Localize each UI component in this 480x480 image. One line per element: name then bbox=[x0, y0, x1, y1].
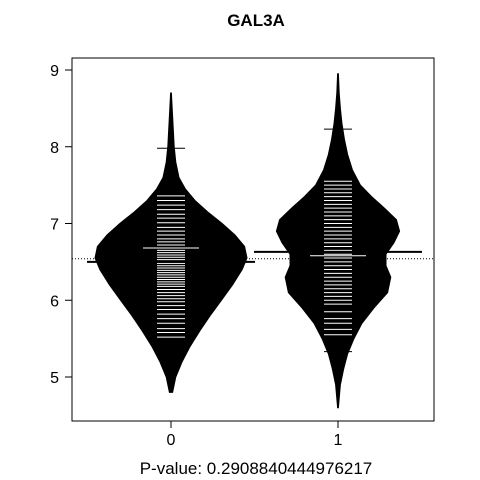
bean-density-0 bbox=[95, 93, 247, 392]
beans-layer bbox=[72, 74, 434, 408]
bean-group-1 bbox=[254, 74, 422, 408]
bean-group-0 bbox=[87, 93, 255, 392]
y-tick-label: 8 bbox=[50, 140, 59, 157]
y-tick-label: 9 bbox=[50, 63, 59, 80]
y-tick-label: 5 bbox=[50, 370, 59, 387]
chart-title: GAL3A bbox=[227, 11, 285, 30]
x-tick-label: 0 bbox=[167, 432, 176, 449]
x-axis-label: P-value: 0.290884044497621​7 bbox=[140, 459, 373, 478]
x-tick-label: 1 bbox=[334, 432, 343, 449]
bean-density-1 bbox=[276, 74, 399, 408]
y-axis: 5 6 7 8 9 bbox=[50, 63, 72, 387]
y-tick-label: 7 bbox=[50, 217, 59, 234]
y-tick-label: 6 bbox=[50, 293, 59, 310]
